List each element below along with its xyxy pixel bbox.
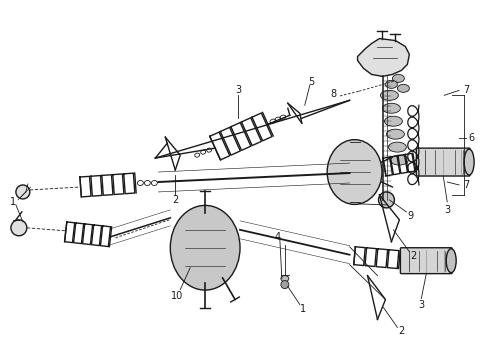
Circle shape [16, 185, 30, 199]
Text: 3: 3 [418, 300, 424, 310]
Ellipse shape [380, 90, 398, 100]
Ellipse shape [327, 140, 382, 204]
Text: 2: 2 [410, 251, 416, 261]
Text: 4: 4 [275, 232, 281, 242]
Text: 2: 2 [172, 195, 178, 205]
Ellipse shape [385, 116, 402, 126]
Ellipse shape [387, 129, 404, 139]
Ellipse shape [171, 206, 240, 290]
Text: 6: 6 [468, 133, 474, 143]
Text: 7: 7 [463, 85, 469, 95]
Ellipse shape [386, 80, 397, 88]
Ellipse shape [392, 75, 404, 82]
FancyBboxPatch shape [416, 148, 470, 176]
Text: 1: 1 [300, 303, 306, 314]
Text: 7: 7 [463, 180, 469, 190]
Ellipse shape [446, 249, 456, 273]
Text: 9: 9 [407, 211, 414, 221]
FancyBboxPatch shape [400, 248, 452, 274]
Text: 2: 2 [398, 327, 405, 336]
Polygon shape [358, 39, 409, 76]
Circle shape [11, 220, 27, 236]
Text: 3: 3 [444, 205, 450, 215]
Text: 3: 3 [235, 85, 241, 95]
Text: 8: 8 [331, 89, 337, 99]
Circle shape [378, 192, 394, 208]
Text: 5: 5 [309, 77, 315, 87]
Text: 1: 1 [10, 197, 16, 207]
Ellipse shape [464, 149, 474, 175]
Ellipse shape [383, 103, 400, 113]
Ellipse shape [389, 142, 406, 152]
Circle shape [281, 280, 289, 289]
Ellipse shape [391, 155, 408, 165]
Ellipse shape [397, 84, 409, 92]
Ellipse shape [281, 276, 289, 282]
Text: 10: 10 [171, 291, 183, 301]
